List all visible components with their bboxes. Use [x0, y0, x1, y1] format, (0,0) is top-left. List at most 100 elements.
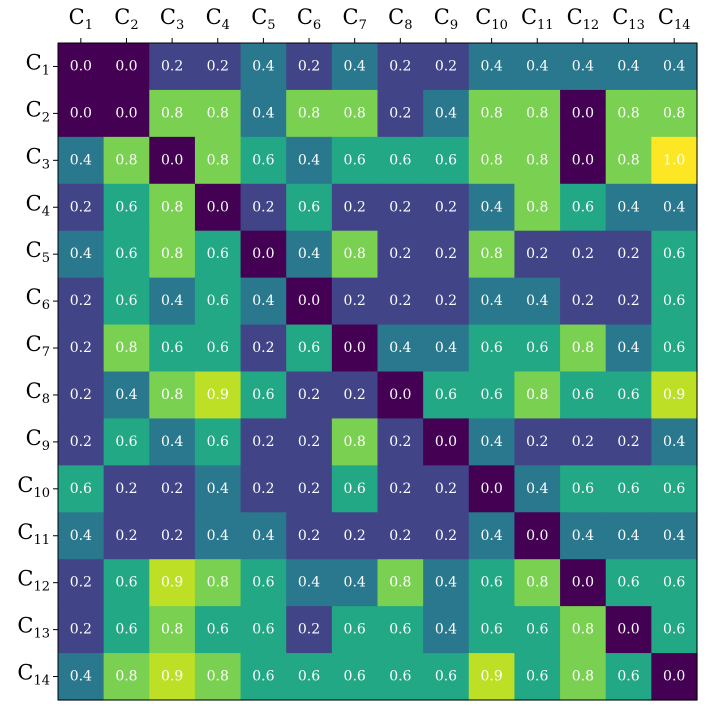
cell-value-label: 0.6	[663, 340, 685, 356]
cell-value-label: 0.4	[480, 528, 502, 544]
heatmap-cell	[514, 324, 561, 373]
cell-value-label: 0.4	[161, 293, 183, 309]
heatmap-cell	[605, 606, 652, 654]
cell-value-label: 0.4	[480, 58, 502, 74]
heatmap-cell	[514, 230, 561, 279]
cell-value-label: 0.6	[435, 152, 457, 168]
heatmap-cell	[58, 512, 105, 560]
y-tick-label: C7	[26, 332, 50, 360]
heatmap-cell	[605, 465, 652, 513]
heatmap-cell	[240, 183, 287, 232]
cell-value-label: 0.0	[298, 293, 320, 309]
cell-value-label: 0.4	[161, 434, 183, 450]
heatmap-cell	[605, 324, 652, 373]
heatmap-cell	[149, 512, 196, 560]
x-tick-label: C9	[434, 5, 458, 33]
cell-value-label: 0.6	[435, 669, 457, 685]
cell-value-label: 0.8	[572, 622, 594, 638]
cell-value-label: 0.2	[298, 387, 320, 403]
heatmap-cell	[286, 89, 333, 138]
cell-value-label: 0.2	[389, 528, 411, 544]
heatmap-cell	[605, 183, 652, 232]
heatmap-cell	[286, 653, 333, 701]
heatmap-cell	[468, 606, 516, 654]
heatmap-cell	[377, 512, 424, 560]
cell-value-label: 0.8	[663, 105, 685, 121]
cell-value-label: 0.0	[207, 199, 229, 215]
cell-value-label: 0.4	[435, 340, 457, 356]
heatmap-cell	[468, 371, 516, 420]
cell-value-label: 0.2	[389, 481, 411, 497]
heatmap-cell	[240, 653, 287, 701]
y-tick-label: C12	[17, 567, 50, 595]
heatmap-cell	[651, 559, 698, 607]
heatmap-cell	[149, 559, 196, 607]
heatmap-cell	[58, 136, 105, 185]
heatmap-cell	[103, 324, 150, 373]
heatmap-cell	[58, 277, 105, 326]
cell-value-label: 0.4	[617, 58, 639, 74]
heatmap-cell	[423, 371, 470, 420]
heatmap-cell	[605, 512, 652, 560]
cell-value-label: 0.2	[70, 387, 92, 403]
heatmap-cell	[514, 559, 561, 607]
cell-value-label: 0.2	[252, 434, 274, 450]
cell-value-label: 0.4	[70, 152, 92, 168]
cell-value-label: 0.6	[252, 622, 274, 638]
cell-value-label: 0.6	[617, 669, 639, 685]
cell-value-label: 0.2	[572, 246, 594, 262]
cell-value-label: 0.2	[617, 434, 639, 450]
cell-value-label: 0.2	[435, 528, 457, 544]
heatmap-cell	[423, 653, 470, 701]
heatmap-cell	[514, 183, 561, 232]
heatmap-cell	[423, 324, 470, 373]
cell-value-label: 0.8	[344, 105, 366, 121]
cell-value-label: 0.2	[389, 293, 411, 309]
cell-value-label: 0.6	[480, 575, 502, 591]
heatmap-cell	[605, 418, 652, 466]
heatmap-cell	[651, 89, 698, 138]
heatmap-cell	[468, 136, 516, 185]
cell-value-label: 0.9	[161, 669, 183, 685]
heatmap-cell	[58, 418, 105, 466]
cell-value-label: 0.8	[617, 105, 639, 121]
cell-value-label: 0.6	[207, 622, 229, 638]
heatmap-cell	[560, 418, 607, 466]
y-tick-label: C1	[26, 50, 50, 78]
cell-value-label: 0.8	[161, 105, 183, 121]
cell-value-label: 0.6	[435, 387, 457, 403]
cell-value-label: 0.2	[617, 293, 639, 309]
heatmap-cell	[331, 559, 379, 607]
heatmap-cell	[377, 324, 424, 373]
heatmap-cell	[560, 89, 607, 138]
cell-value-label: 0.9	[480, 669, 502, 685]
cell-value-label: 0.2	[252, 481, 274, 497]
cell-value-label: 0.4	[480, 434, 502, 450]
cell-value-label: 0.4	[70, 669, 92, 685]
cell-value-label: 0.0	[435, 434, 457, 450]
heatmap-cell	[149, 230, 196, 279]
cell-value-label: 0.6	[252, 152, 274, 168]
heatmap-cell	[240, 89, 287, 138]
cell-value-label: 0.6	[389, 669, 411, 685]
cell-value-label: 0.8	[115, 340, 137, 356]
heatmap-cell	[194, 324, 242, 373]
heatmap-cell	[514, 371, 561, 420]
y-tick-label: C6	[26, 285, 50, 313]
cell-value-label: 0.0	[480, 481, 502, 497]
cell-value-label: 0.2	[617, 246, 639, 262]
heatmap-cell	[149, 324, 196, 373]
heatmap-cell	[514, 606, 561, 654]
cell-value-label: 0.4	[526, 58, 548, 74]
heatmap-cell	[514, 653, 561, 701]
x-tick-label: C1	[69, 5, 93, 33]
heatmap-cell	[103, 277, 150, 326]
heatmap-cell	[468, 89, 516, 138]
cell-value-label: 0.4	[617, 528, 639, 544]
heatmap-cell	[103, 89, 150, 138]
y-tick-label: C9	[26, 426, 50, 454]
heatmap-cell	[377, 277, 424, 326]
heatmap-cell	[194, 559, 242, 607]
heatmap-cell	[514, 43, 561, 91]
cell-value-label: 0.4	[526, 293, 548, 309]
